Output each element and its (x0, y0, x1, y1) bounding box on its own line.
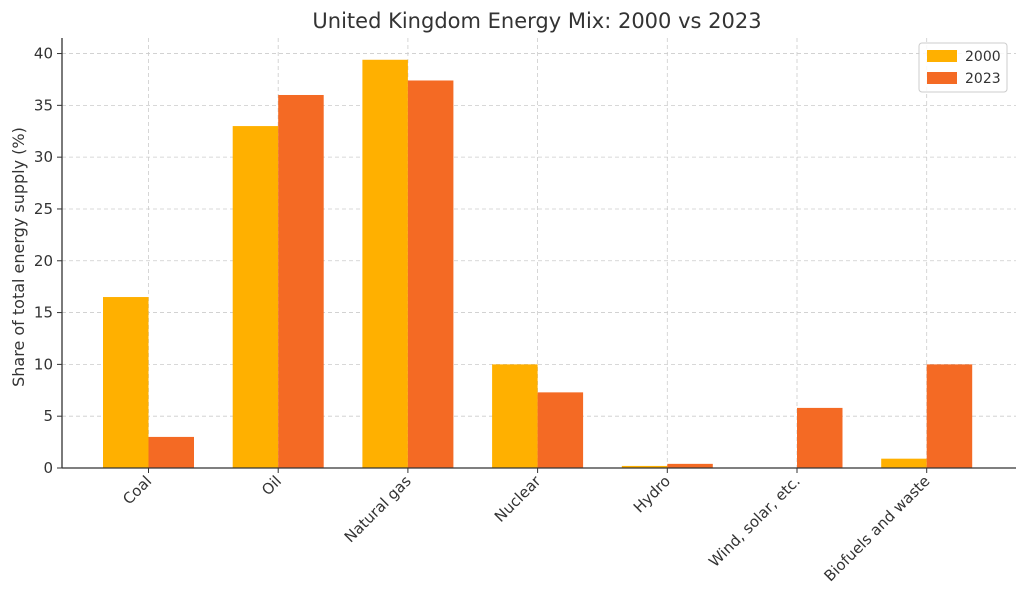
y-tick-label: 30 (34, 148, 53, 166)
y-tick-label: 25 (34, 200, 53, 218)
bar-2023-nuclear (537, 392, 584, 468)
tick-labels: 0 5 10 15 20 25 30 35 40 Coal Oil Natural gas Nuclea… (34, 45, 934, 586)
chart-title: United Kingdom Energy Mix: 2000 vs 2023 (312, 9, 761, 33)
y-tick-label: 10 (34, 355, 53, 373)
bar-2000-coal (103, 297, 149, 468)
bar-2023-oil (278, 94, 324, 469)
y-tick-label: 20 (34, 252, 53, 270)
y-tick-label: 15 (34, 304, 53, 322)
y-tick-label: 5 (43, 407, 53, 425)
bar-2000-natural-gas (362, 59, 408, 469)
legend-swatch-2023 (927, 72, 957, 84)
x-tick-label: Wind, solar, etc. (705, 472, 804, 571)
legend: 2000 2023 (918, 42, 1008, 93)
x-tick-label: Coal (119, 472, 155, 508)
bar-2000-biofuels-and-waste (881, 458, 927, 468)
bar-2000-nuclear (492, 364, 538, 468)
x-tick-label: Hydro (630, 472, 674, 516)
y-axis-label: Share of total energy supply (%) (9, 127, 28, 387)
axes-layer (57, 38, 1016, 473)
bar-2023-wind-solar-etc- (797, 407, 843, 468)
y-tick-label: 35 (34, 96, 53, 114)
y-tick-label: 0 (43, 459, 53, 477)
bar-2000-hydro (621, 465, 668, 468)
bar-2023-coal (148, 436, 194, 468)
legend-swatch-2000 (927, 50, 957, 62)
bar-2023-biofuels-and-waste (926, 364, 973, 468)
x-tick-label: Natural gas (341, 472, 415, 546)
bar-2000-oil (232, 126, 279, 468)
x-tick-label: Oil (258, 472, 285, 499)
x-tick-label: Biofuels and waste (821, 472, 934, 585)
x-tick-label: Nuclear (491, 472, 545, 526)
bar-2023-hydro (667, 463, 713, 468)
y-tick-label: 40 (34, 45, 53, 63)
legend-label-2000: 2000 (965, 49, 1001, 65)
legend-label-2023: 2023 (965, 71, 1001, 87)
bars-layer (103, 59, 973, 469)
bar-2023-natural-gas (407, 80, 454, 468)
